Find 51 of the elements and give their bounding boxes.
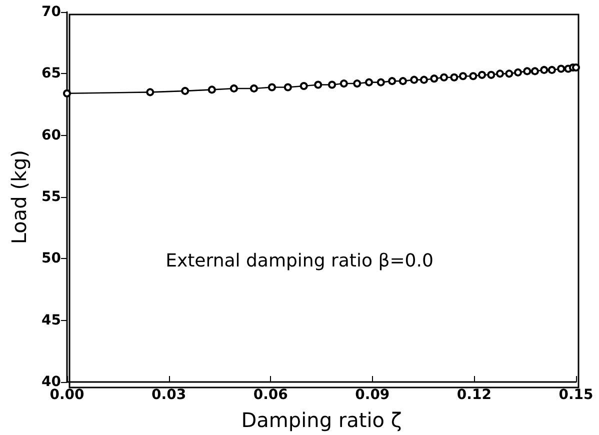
point: [557, 64, 566, 73]
point: [388, 77, 396, 86]
point: [314, 80, 322, 89]
annotation: External damping ratio β=0.0: [166, 250, 434, 272]
x-tick-label: 0.09: [355, 387, 390, 403]
point: [146, 88, 154, 96]
point: [487, 70, 496, 79]
point: [469, 72, 478, 80]
point: [250, 84, 258, 92]
point: [398, 77, 407, 86]
point: [505, 70, 514, 78]
point: [530, 67, 539, 76]
point: [63, 89, 71, 98]
point: [430, 74, 438, 83]
x-tick-label: 0.12: [456, 387, 492, 403]
point: [328, 80, 336, 89]
point: [514, 68, 522, 76]
y-tick-label: 60: [42, 127, 62, 144]
x-tick-label: 0.06: [253, 387, 288, 403]
point: [548, 66, 556, 74]
y-tick-label: 50: [42, 250, 62, 267]
point: [230, 84, 238, 92]
x-axis-title: Damping ratio ζ: [241, 408, 402, 432]
x-tick-label: 0.15: [558, 387, 594, 403]
point: [440, 73, 448, 82]
x-tick-label: 0.03: [152, 387, 186, 403]
y-tick-label: 55: [42, 189, 61, 205]
y-tick-label: 40: [42, 374, 62, 390]
point: [540, 66, 548, 74]
point: [496, 70, 504, 78]
point: [365, 78, 374, 86]
point: [340, 80, 348, 88]
point: [300, 82, 308, 90]
point: [450, 73, 458, 82]
point: [410, 76, 418, 84]
point: [181, 86, 190, 95]
y-tick-label: 45: [42, 312, 61, 328]
point: [478, 70, 486, 79]
point: [353, 80, 362, 88]
y-axis-title: Load (kg): [7, 150, 31, 244]
point: [523, 67, 532, 76]
x-tick-label: 0.00: [50, 387, 85, 403]
point: [208, 86, 216, 94]
point: [459, 72, 467, 80]
point: [420, 76, 428, 84]
y-tick-label: 70: [42, 4, 62, 20]
point: [284, 83, 292, 92]
point: [376, 78, 385, 86]
point: [268, 83, 276, 92]
y-tick-label: 65: [42, 66, 61, 82]
point: [572, 64, 580, 72]
